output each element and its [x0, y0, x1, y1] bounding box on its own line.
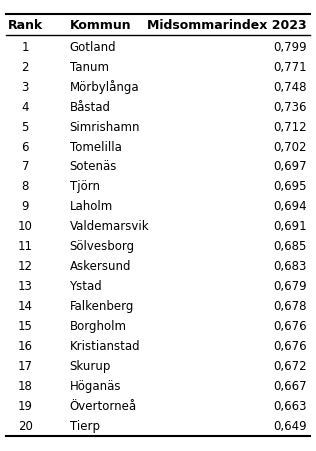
- Text: 0,672: 0,672: [273, 360, 307, 373]
- Text: 13: 13: [18, 280, 33, 293]
- Text: 0,771: 0,771: [273, 61, 307, 74]
- Text: 10: 10: [18, 220, 33, 233]
- Text: 0,697: 0,697: [273, 161, 307, 174]
- Text: Simrishamn: Simrishamn: [70, 120, 140, 133]
- Text: Gotland: Gotland: [70, 41, 116, 54]
- Text: 16: 16: [18, 340, 33, 353]
- Text: 0,694: 0,694: [273, 200, 307, 213]
- Text: 19: 19: [18, 400, 33, 413]
- Text: 0,649: 0,649: [273, 419, 307, 433]
- Text: 0,712: 0,712: [273, 120, 307, 133]
- Text: 1: 1: [21, 41, 29, 54]
- Text: 18: 18: [18, 380, 33, 393]
- Text: Skurup: Skurup: [70, 360, 111, 373]
- Text: Båstad: Båstad: [70, 101, 111, 114]
- Text: Kristianstad: Kristianstad: [70, 340, 140, 353]
- Text: Tomelilla: Tomelilla: [70, 141, 121, 153]
- Text: 0,678: 0,678: [273, 300, 307, 313]
- Text: 8: 8: [21, 180, 29, 193]
- Text: Ystad: Ystad: [70, 280, 102, 293]
- Text: 0,685: 0,685: [273, 240, 307, 253]
- Text: 0,799: 0,799: [273, 41, 307, 54]
- Text: Laholm: Laholm: [70, 200, 113, 213]
- Text: 11: 11: [18, 240, 33, 253]
- Text: 3: 3: [21, 81, 29, 94]
- Text: 0,702: 0,702: [273, 141, 307, 153]
- Text: 6: 6: [21, 141, 29, 153]
- Text: Tjörn: Tjörn: [70, 180, 100, 193]
- Text: 14: 14: [18, 300, 33, 313]
- Text: Mörbylånga: Mörbylånga: [70, 80, 139, 94]
- Text: 7: 7: [21, 161, 29, 174]
- Text: Kommun: Kommun: [70, 19, 131, 32]
- Text: Höganäs: Höganäs: [70, 380, 121, 393]
- Text: Tierp: Tierp: [70, 419, 100, 433]
- Text: 4: 4: [21, 101, 29, 114]
- Text: 0,663: 0,663: [273, 400, 307, 413]
- Text: Tanum: Tanum: [70, 61, 108, 74]
- Text: 0,695: 0,695: [273, 180, 307, 193]
- Text: Sölvesborg: Sölvesborg: [70, 240, 135, 253]
- Text: Valdemarsvik: Valdemarsvik: [70, 220, 149, 233]
- Text: 17: 17: [18, 360, 33, 373]
- Text: 0,676: 0,676: [273, 320, 307, 333]
- Text: 0,667: 0,667: [273, 380, 307, 393]
- Text: 0,679: 0,679: [273, 280, 307, 293]
- Text: Falkenberg: Falkenberg: [70, 300, 134, 313]
- Text: 2: 2: [21, 61, 29, 74]
- Text: 20: 20: [18, 419, 33, 433]
- Text: 5: 5: [21, 120, 29, 133]
- Text: 0,736: 0,736: [273, 101, 307, 114]
- Text: 15: 15: [18, 320, 33, 333]
- Text: 0,676: 0,676: [273, 340, 307, 353]
- Text: Övertorneå: Övertorneå: [70, 400, 137, 413]
- Text: 0,748: 0,748: [273, 81, 307, 94]
- Text: Borgholm: Borgholm: [70, 320, 126, 333]
- Text: Midsommarindex 2023: Midsommarindex 2023: [147, 19, 307, 32]
- Text: 12: 12: [18, 260, 33, 273]
- Text: Askersund: Askersund: [70, 260, 131, 273]
- Text: Rank: Rank: [8, 19, 43, 32]
- Text: Sotenäs: Sotenäs: [70, 161, 117, 174]
- Text: 0,691: 0,691: [273, 220, 307, 233]
- Text: 9: 9: [21, 200, 29, 213]
- Text: 0,683: 0,683: [273, 260, 307, 273]
